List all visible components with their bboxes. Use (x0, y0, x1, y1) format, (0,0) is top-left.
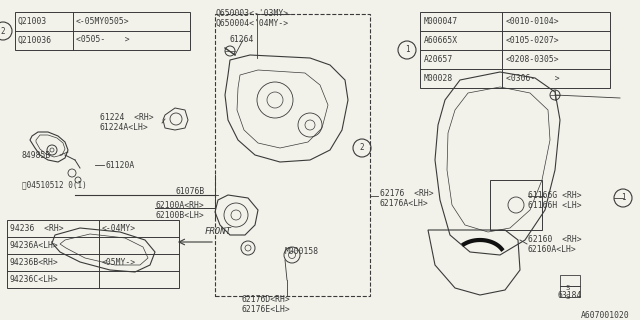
Text: 62176  <RH>: 62176 <RH> (380, 188, 434, 197)
Text: 62160  <RH>: 62160 <RH> (528, 236, 582, 244)
Text: <0010-0104>: <0010-0104> (506, 17, 559, 26)
Text: 2: 2 (360, 143, 364, 153)
Bar (7, 220, 179, 288)
Bar (490, 180, 542, 230)
Text: <0306-    >: <0306- > (506, 74, 559, 83)
Text: 1: 1 (404, 45, 410, 54)
Text: A20657: A20657 (424, 55, 453, 64)
Text: M000047: M000047 (424, 17, 458, 26)
Text: <-04MY>: <-04MY> (102, 224, 136, 233)
Text: 61264: 61264 (230, 36, 254, 44)
Text: Q210036: Q210036 (18, 36, 52, 44)
Text: 62176E<LH>: 62176E<LH> (242, 306, 291, 315)
Text: A60665X: A60665X (424, 36, 458, 45)
Text: 94236C<LH>: 94236C<LH> (10, 275, 59, 284)
Text: M000158: M000158 (285, 247, 319, 257)
Text: 1: 1 (621, 194, 625, 203)
Text: 62160A<LH>: 62160A<LH> (528, 245, 577, 254)
Text: 61166H <LH>: 61166H <LH> (528, 201, 582, 210)
Bar (560, 275, 580, 297)
Text: 62100A<RH>: 62100A<RH> (155, 201, 204, 210)
Bar (215, 14, 370, 296)
Text: Q650004<'04MY->: Q650004<'04MY-> (215, 19, 288, 28)
Text: 61120A: 61120A (105, 161, 134, 170)
Text: A607001020: A607001020 (581, 310, 630, 319)
Text: 61166G <RH>: 61166G <RH> (528, 190, 582, 199)
Text: 61076B: 61076B (175, 188, 204, 196)
Text: 倅04510512 0(1): 倅04510512 0(1) (22, 180, 87, 189)
Bar (420, 12, 610, 88)
Text: 61224  <RH>: 61224 <RH> (100, 114, 154, 123)
Text: 62176D<RH>: 62176D<RH> (242, 295, 291, 305)
Text: 94236  <RH>: 94236 <RH> (10, 224, 63, 233)
Text: 94236A<LH>: 94236A<LH> (10, 241, 59, 250)
Text: <-05MY0505>: <-05MY0505> (76, 17, 130, 26)
Text: S: S (565, 294, 569, 300)
Text: 63184: 63184 (558, 291, 582, 300)
Text: <05MY->: <05MY-> (102, 258, 136, 267)
Text: 2: 2 (1, 27, 5, 36)
Text: 61224A<LH>: 61224A<LH> (100, 124, 148, 132)
Text: FRONT: FRONT (205, 228, 232, 236)
Text: S: S (565, 285, 569, 291)
Text: Q21003: Q21003 (18, 17, 47, 26)
Text: 84985B: 84985B (22, 150, 51, 159)
Text: 62100B<LH>: 62100B<LH> (155, 211, 204, 220)
Text: 94236B<RH>: 94236B<RH> (10, 258, 59, 267)
Text: <0208-0305>: <0208-0305> (506, 55, 559, 64)
Text: <0505-    >: <0505- > (76, 36, 130, 44)
Text: M00028: M00028 (424, 74, 453, 83)
Text: <0105-0207>: <0105-0207> (506, 36, 559, 45)
Bar (15, 12, 190, 50)
Text: Q650003<-'03MY>: Q650003<-'03MY> (215, 9, 288, 18)
Text: 62176A<LH>: 62176A<LH> (380, 198, 429, 207)
